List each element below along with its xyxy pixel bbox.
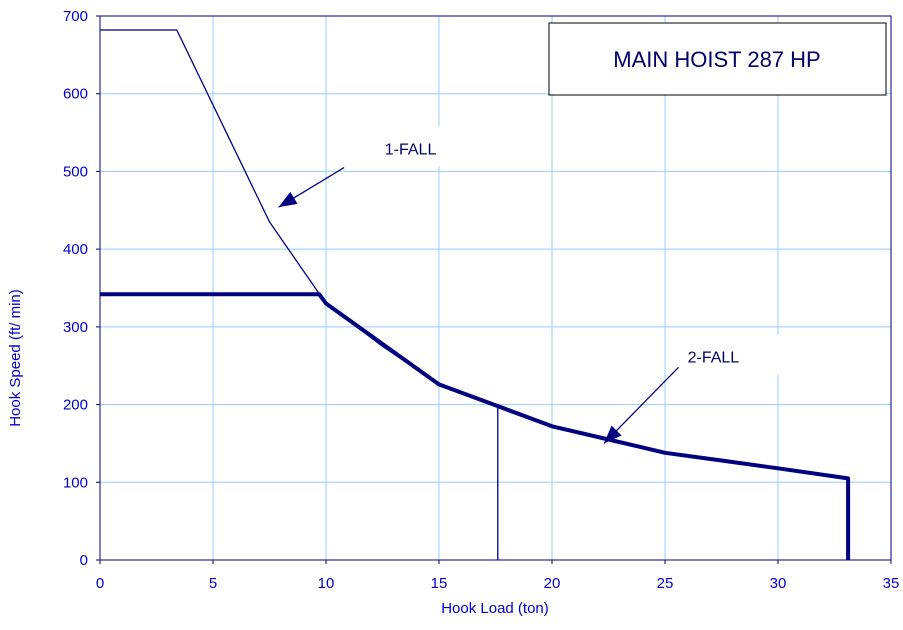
plot-frame — [99, 15, 892, 561]
annotation-arrowhead-two-fall — [603, 425, 622, 444]
y-tick-label: 100 — [63, 474, 88, 491]
y-tick-label: 400 — [63, 241, 88, 258]
x-tick-label: 0 — [96, 575, 104, 592]
x-tick-label: 25 — [657, 575, 674, 592]
annotation-arrowhead-one-fall — [278, 191, 298, 208]
title-box-frame — [548, 22, 887, 96]
y-tick-label: 700 — [63, 8, 88, 25]
x-tick-label: 20 — [544, 575, 561, 592]
x-tick-label: 10 — [318, 575, 335, 592]
y-tick-label: 200 — [63, 397, 88, 414]
x-tick-label: 30 — [770, 575, 787, 592]
chart-title-box: MAIN HOIST 287 HP — [548, 22, 887, 96]
annotations: 1-FALL 2-FALL — [278, 126, 800, 444]
y-axis-ticks: 0 100 200 300 400 500 600 700 — [63, 8, 100, 569]
y-tick-label: 300 — [63, 319, 88, 336]
plot-area — [100, 16, 891, 560]
y-tick-label: 0 — [80, 552, 88, 569]
x-tick-label: 15 — [431, 575, 448, 592]
y-tick-label: 500 — [63, 163, 88, 180]
grid — [99, 15, 892, 561]
annotation-background-one-fall — [376, 126, 497, 167]
x-axis-ticks: 0 5 10 15 20 25 30 35 — [96, 560, 900, 592]
x-axis-title: Hook Load (ton) — [441, 600, 549, 617]
x-tick-label: 5 — [209, 575, 217, 592]
series-line-two-fall — [100, 292, 851, 560]
annotation-background-two-fall — [679, 334, 800, 375]
y-axis-title: Hook Speed (ft/ min) — [7, 289, 24, 427]
annotation-label-two-fall: 2-FALL — [688, 350, 740, 367]
x-tick-label: 35 — [883, 575, 900, 592]
chart-title: MAIN HOIST 287 HP — [613, 47, 820, 72]
series-lines — [100, 29, 851, 560]
annotation-label-one-fall: 1-FALL — [385, 141, 437, 158]
y-tick-label: 600 — [63, 86, 88, 103]
